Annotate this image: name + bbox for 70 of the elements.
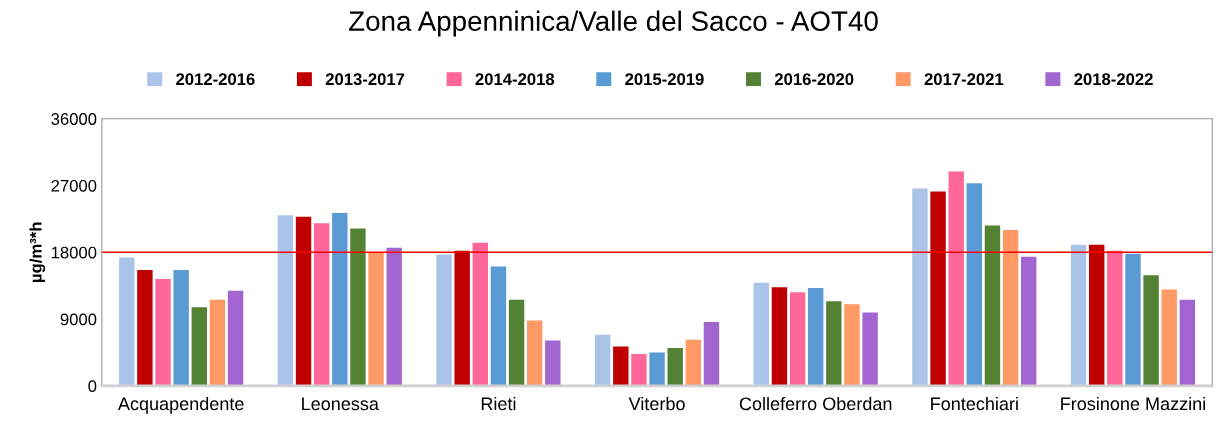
- bar: [209, 299, 226, 386]
- bar: [930, 191, 946, 386]
- bar: [350, 228, 366, 386]
- bar: [277, 215, 294, 386]
- bar: [1125, 253, 1141, 386]
- bar: [454, 250, 470, 386]
- x-tick-label: Viterbo: [628, 396, 685, 411]
- y-tick-label: 18000: [51, 246, 97, 259]
- bar: [1021, 256, 1037, 386]
- bar: [295, 216, 312, 386]
- legend-label: 2016-2020: [774, 73, 854, 86]
- bar: [386, 247, 402, 386]
- bar: [948, 171, 964, 386]
- bar: [771, 287, 788, 386]
- bar: [862, 312, 878, 386]
- bar: [649, 352, 665, 386]
- x-tick-label: Leonessa: [302, 397, 379, 411]
- legend-label: 2014-2018: [475, 73, 555, 86]
- bar: [594, 334, 611, 386]
- bar: [1161, 289, 1177, 386]
- bar: [753, 282, 770, 386]
- bar: [526, 320, 543, 386]
- y-axis-title: µg/m³*h: [29, 222, 46, 282]
- y-tick-label: 27000: [51, 179, 97, 192]
- bar: [313, 223, 330, 386]
- chart-title: Zona Appenninica/Valle del Sacco - AOT40: [349, 10, 878, 37]
- bar: [631, 353, 647, 386]
- bar: [912, 188, 928, 386]
- bar: [155, 278, 171, 386]
- x-tick-label: Frosinone Mazzini: [1061, 396, 1205, 411]
- bar: [119, 257, 135, 386]
- bar: [844, 304, 860, 386]
- y-tick-label: 9000: [60, 313, 97, 326]
- legend-label: 2018-2022: [1074, 73, 1153, 86]
- bar: [436, 254, 452, 386]
- bar: [1107, 250, 1123, 386]
- bar: [613, 346, 629, 386]
- bar: [490, 266, 507, 386]
- bar: [789, 292, 806, 386]
- legend-label: 2017-2021: [924, 73, 1004, 86]
- bar: [191, 307, 207, 386]
- legend-label: 2012-2016: [176, 73, 255, 86]
- bar: [667, 348, 683, 386]
- y-tick-label: 0: [88, 380, 97, 393]
- bar: [227, 290, 244, 386]
- legend-label: 2013-2017: [325, 73, 405, 86]
- x-tick-label: Fontechiari: [931, 396, 1018, 411]
- bar: [1143, 275, 1159, 386]
- bar: [508, 299, 525, 386]
- bar: [137, 270, 153, 386]
- bar: [685, 339, 702, 386]
- bar: [332, 212, 348, 386]
- bar: [173, 270, 189, 386]
- bar: [807, 287, 824, 386]
- bar: [1179, 299, 1196, 386]
- bar: [966, 183, 983, 386]
- bar: [984, 225, 1001, 386]
- x-tick-label: Acquapendente: [117, 396, 244, 414]
- bar: [1089, 244, 1105, 386]
- x-tick-label: Colleferro Oberdan: [739, 396, 892, 411]
- legend-label: 2015-2019: [625, 73, 704, 86]
- bar: [368, 253, 384, 386]
- bar: [703, 322, 720, 386]
- bar: [545, 340, 561, 386]
- bar: [1002, 230, 1019, 386]
- x-tick-label: Rieti: [481, 396, 516, 411]
- bar: [1070, 244, 1087, 386]
- y-tick-label: 36000: [51, 113, 97, 125]
- bar: [826, 301, 842, 386]
- bar: [472, 242, 488, 386]
